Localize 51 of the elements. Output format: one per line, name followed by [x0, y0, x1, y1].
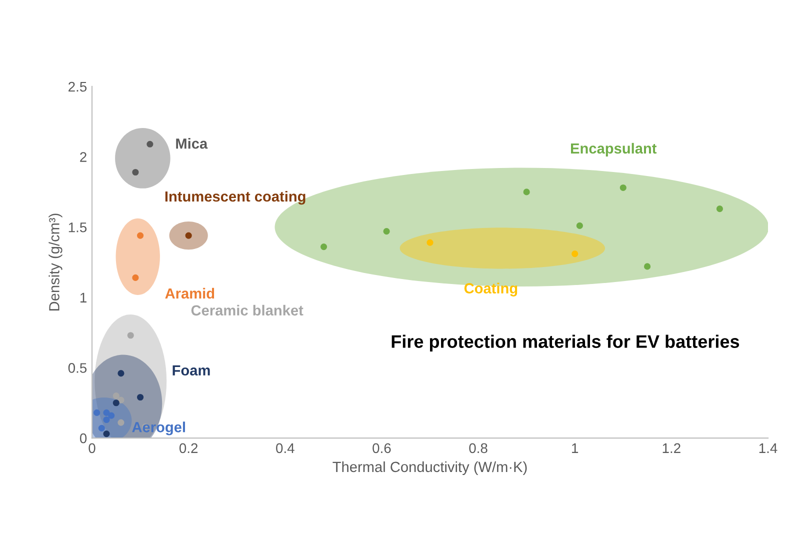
text: Ceramic blanket — [191, 304, 304, 316]
annotation: Fire protection materials for EV batteries — [392, 334, 740, 352]
y-tick-label: 1 — [80, 292, 86, 302]
point — [136, 232, 144, 239]
y-tick-label: 0 — [80, 433, 87, 444]
point — [523, 188, 530, 196]
series-label: Intumescent coating — [165, 190, 306, 205]
x-tick-label: 1.2 — [662, 443, 680, 453]
text: Foam — [172, 365, 210, 376]
point — [118, 370, 124, 377]
point — [127, 332, 134, 339]
y-tick-label: 2.5 — [68, 82, 87, 92]
point — [98, 424, 105, 432]
point — [103, 430, 110, 438]
point — [576, 222, 583, 229]
x-tick-label: 1 — [572, 443, 578, 453]
x-tick-label: 0.6 — [372, 443, 391, 454]
point — [103, 416, 110, 424]
point — [644, 263, 651, 270]
point — [169, 221, 208, 250]
series-label: Aramid — [165, 288, 214, 299]
point — [94, 409, 100, 416]
point — [108, 412, 115, 419]
point — [716, 206, 724, 212]
point — [118, 396, 124, 404]
point — [320, 244, 328, 250]
point — [146, 140, 154, 148]
point — [112, 392, 120, 400]
x-axis-title: Thermal Conductivity (W/m·K) — [332, 461, 527, 475]
point — [118, 419, 124, 426]
text: Encapsulant — [571, 142, 657, 157]
series-label: Mica — [176, 138, 208, 149]
point — [572, 250, 578, 258]
y-tick-label: 1.5 — [68, 222, 87, 232]
x-tick-label: 0.4 — [276, 443, 294, 454]
point — [103, 409, 110, 416]
point — [383, 228, 390, 235]
x-tick-label: 0.2 — [179, 443, 198, 454]
point — [132, 274, 139, 282]
y-tick-label: 0.5 — [68, 363, 87, 373]
point — [136, 394, 144, 401]
point — [132, 168, 139, 176]
text: Coating — [464, 282, 518, 296]
x-tick-label: 1.4 — [759, 443, 778, 453]
x-tick-label: 0.8 — [469, 443, 488, 454]
x-tick-label: 0 — [88, 443, 96, 454]
point — [112, 400, 120, 406]
y-axis-title: Density (g/cm³) — [48, 214, 62, 310]
point — [620, 184, 626, 192]
point — [426, 239, 434, 246]
y-tick-label: 2 — [80, 152, 86, 162]
